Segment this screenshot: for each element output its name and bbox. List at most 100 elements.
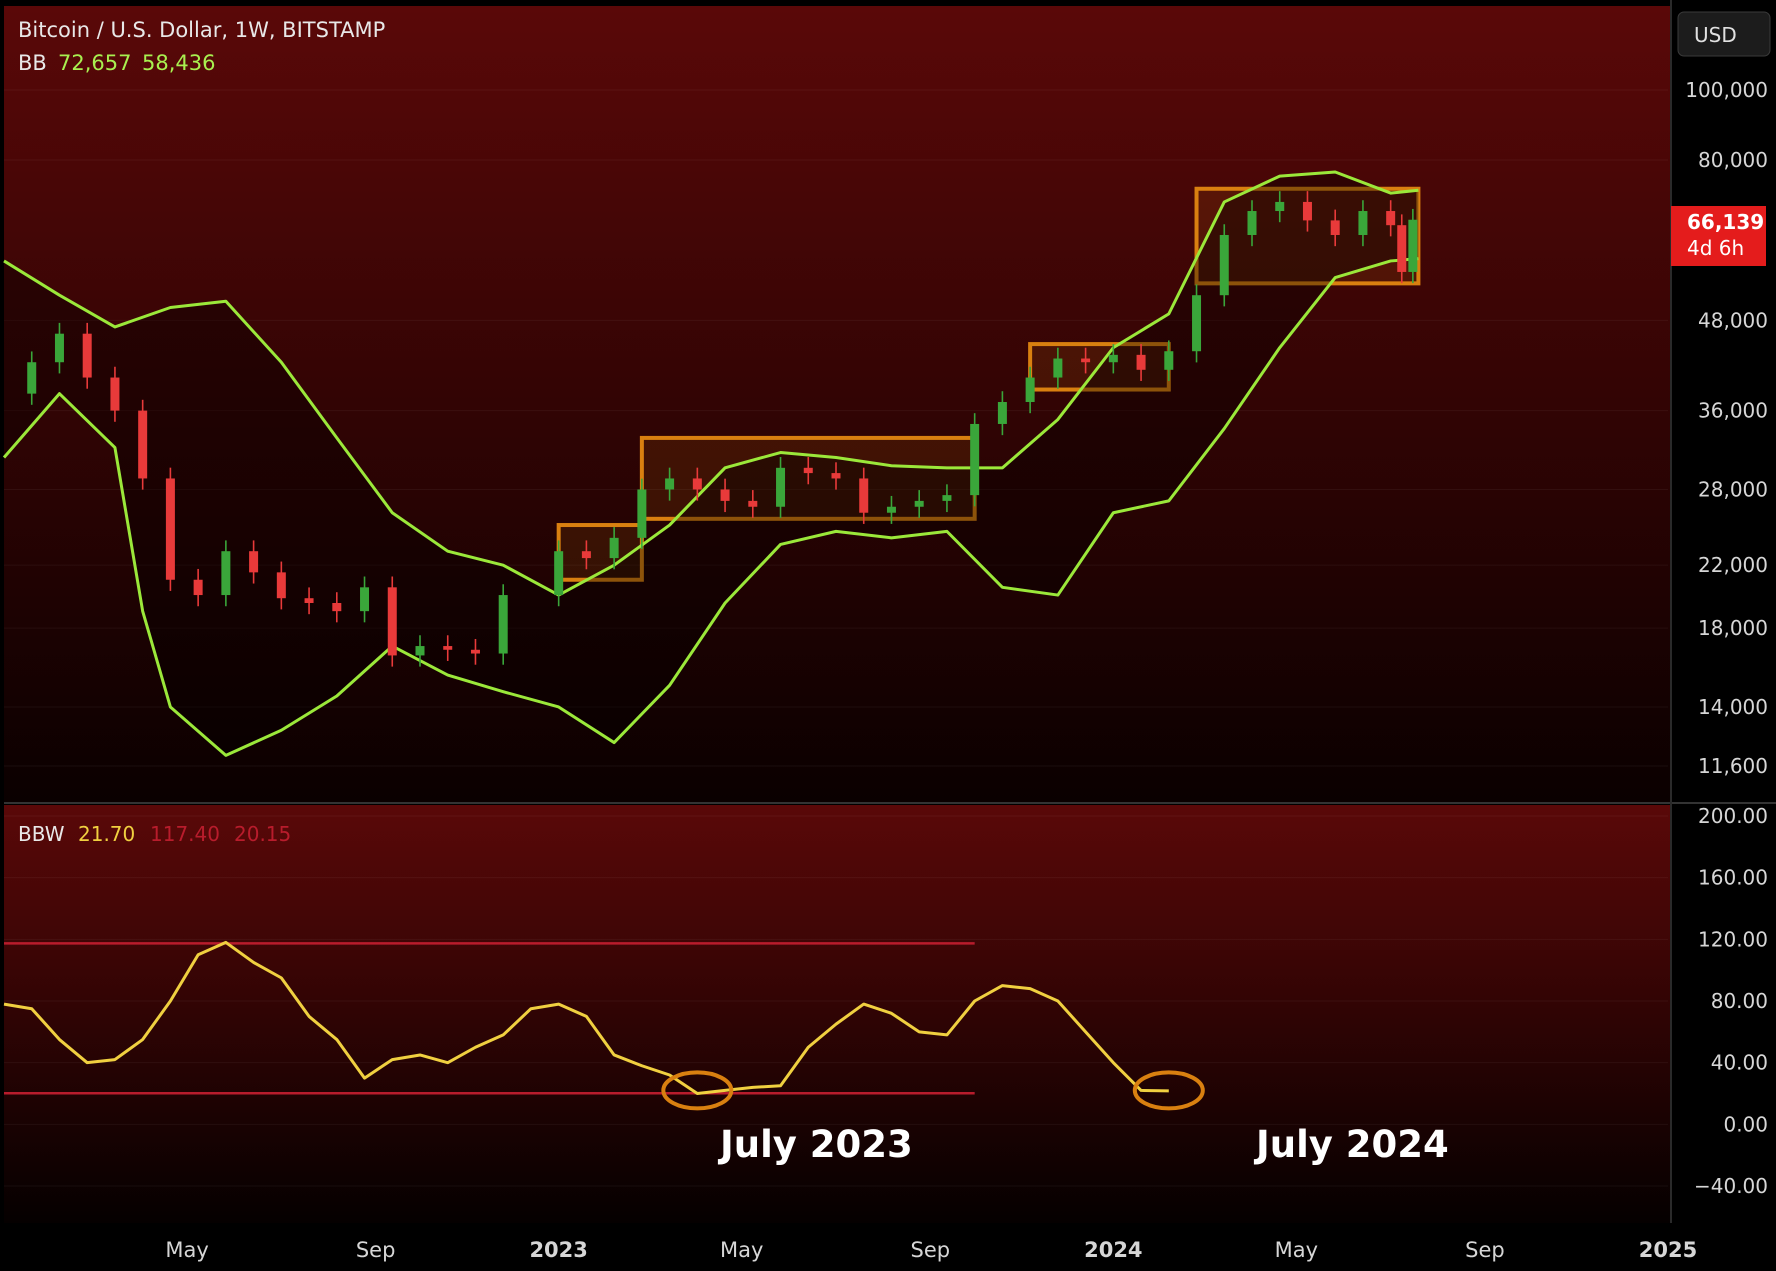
- candle-body-down: [692, 478, 702, 490]
- candle-body-up: [415, 646, 425, 656]
- bbw-tick-label: 200.00: [1698, 804, 1768, 828]
- bb-lower-value: 58,436: [142, 51, 215, 75]
- time-tick-label: May: [1275, 1238, 1318, 1262]
- candle-body-up: [221, 551, 231, 596]
- time-tick-label: May: [720, 1238, 763, 1262]
- price-tick-label: 100,000: [1685, 78, 1768, 102]
- candle-body-down: [1330, 220, 1340, 235]
- bb-upper-value: 72,657: [58, 51, 131, 75]
- candle-body-up: [997, 402, 1007, 424]
- price-pane-background: [4, 6, 1670, 802]
- annotation-july-2023: July 2023: [717, 1123, 913, 1166]
- candle-body-up: [886, 506, 896, 513]
- candle-body-up: [1192, 295, 1202, 352]
- candle-body-up: [665, 478, 675, 490]
- candles: [27, 191, 1418, 667]
- candle-body-down: [1386, 211, 1396, 226]
- candle-body-up: [970, 423, 980, 496]
- price-axis[interactable]: 100,000 80,000 48,000 36,000 28,000 22,000 18,…: [1685, 78, 1768, 1198]
- bbw-pane: [3, 940, 1205, 1111]
- time-tick-label: Sep: [356, 1238, 396, 1262]
- squeeze-marker-july-2023: [661, 1070, 734, 1111]
- candle-body-up: [1247, 211, 1257, 235]
- time-axis[interactable]: May Sep 2023 May Sep 2024 May Sep 2025: [165, 1238, 1697, 1262]
- candle-body-up: [27, 362, 37, 394]
- candle-body-up: [554, 551, 564, 596]
- bbw-tick-label: −40.00: [1694, 1174, 1768, 1198]
- candle-body-up: [1358, 211, 1368, 235]
- candle-body-up: [1025, 377, 1035, 403]
- bbw-tick-label: 40.00: [1711, 1051, 1768, 1075]
- candle-body-down: [581, 551, 591, 559]
- bbw-line: [3, 940, 1169, 1095]
- candle-body-down: [859, 478, 869, 513]
- candle-body-down: [720, 489, 730, 501]
- bb-label: BB: [18, 51, 47, 75]
- time-tick-label: 2025: [1639, 1238, 1697, 1262]
- candle-body-up: [1275, 201, 1285, 212]
- candle-body-up: [54, 333, 64, 363]
- bbw-tick-label: 120.00: [1698, 927, 1768, 951]
- bollinger-bands: [2, 170, 1419, 757]
- candle-body-up: [360, 587, 370, 612]
- candle-body-down: [470, 649, 480, 654]
- candle-body-down: [831, 473, 841, 479]
- bar-countdown: 4d 6h: [1687, 236, 1744, 260]
- time-tick-label: May: [165, 1238, 208, 1262]
- candle-body-down: [1302, 201, 1312, 221]
- time-axis-background: [0, 1224, 1776, 1271]
- candle-body-down: [1081, 358, 1091, 363]
- time-tick-label: Sep: [910, 1238, 950, 1262]
- candle-body-down: [110, 377, 120, 411]
- squeeze-marker-july-2024: [1132, 1070, 1205, 1111]
- candle-body-down: [748, 500, 758, 507]
- candle-body-down: [138, 410, 148, 479]
- candle-body-down: [193, 579, 203, 596]
- price-tick-label: 36,000: [1698, 399, 1768, 423]
- bbw-lowest-value: 20.15: [234, 822, 291, 846]
- candle-body-down: [249, 551, 259, 573]
- candle-body-down: [803, 467, 813, 474]
- price-tick-label: 14,000: [1698, 695, 1768, 719]
- price-tick-label: 28,000: [1698, 477, 1768, 501]
- candle-body-down: [1136, 354, 1146, 370]
- time-tick-label: 2023: [529, 1238, 587, 1262]
- bbw-pane-background: [4, 805, 1670, 1223]
- bb-upper-line: [3, 170, 1419, 597]
- candle-body-up: [609, 537, 619, 559]
- candle-body-up: [1053, 358, 1063, 378]
- bbw-tick-label: 80.00: [1711, 989, 1768, 1013]
- last-price-value: 66,139: [1687, 210, 1764, 234]
- bb-lower-line: [2, 257, 1419, 757]
- bbw-tick-label: 160.00: [1698, 866, 1768, 890]
- candle-body-down: [82, 333, 92, 378]
- candle-body-up: [637, 489, 647, 538]
- candle-body-up: [942, 495, 952, 501]
- candle-body-down: [276, 572, 286, 599]
- candle-body-down: [387, 587, 397, 656]
- candle-body-down: [1397, 225, 1407, 272]
- bb-fill: [4, 172, 1419, 756]
- candle-body-up: [914, 500, 924, 507]
- candle-body-down: [165, 478, 175, 580]
- price-axis-background: [1671, 0, 1776, 1223]
- candle-body-down: [443, 646, 453, 650]
- candle-body-up: [498, 595, 508, 654]
- price-tick-label: 22,000: [1698, 553, 1768, 577]
- time-tick-label: Sep: [1465, 1238, 1505, 1262]
- candle-body-up: [1408, 219, 1418, 272]
- currency-button[interactable]: USD: [1677, 11, 1771, 57]
- candle-body-up: [1108, 354, 1118, 363]
- symbol-title: Bitcoin / U.S. Dollar, 1W, BITSTAMP: [18, 18, 385, 42]
- bbw-highest-value: 117.40: [150, 822, 220, 846]
- currency-button-label: USD: [1694, 23, 1737, 47]
- candle-body-down: [304, 598, 314, 604]
- last-price-tag: 66,139 4d 6h: [1671, 206, 1766, 266]
- consolidation-box: [1028, 342, 1171, 392]
- bbw-value: 21.70: [78, 822, 135, 846]
- price-tick-label: 18,000: [1698, 616, 1768, 640]
- time-tick-label: 2024: [1084, 1238, 1142, 1262]
- candle-body-up: [1164, 351, 1174, 370]
- bbw-label: BBW: [18, 822, 65, 846]
- candle-body-up: [1219, 234, 1229, 296]
